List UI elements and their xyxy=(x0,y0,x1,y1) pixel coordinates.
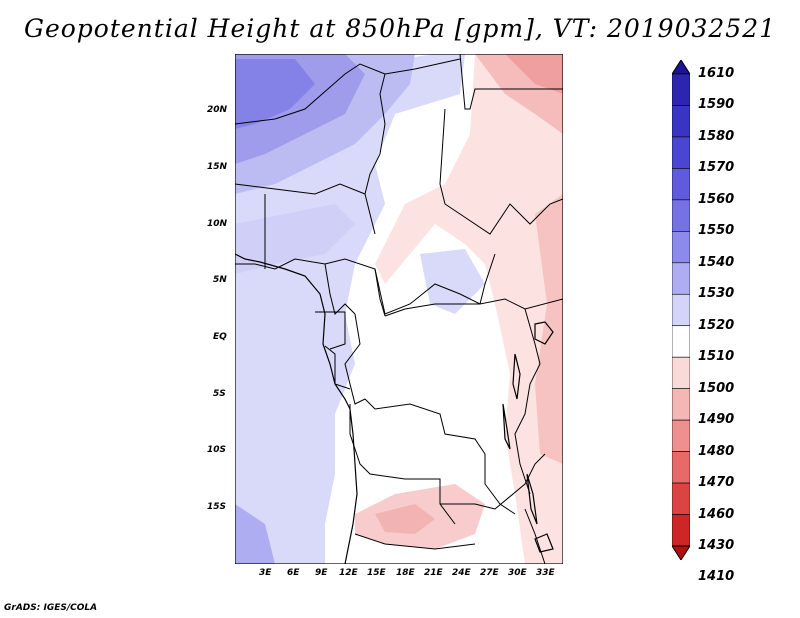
colorbar xyxy=(672,60,690,560)
colorbar-label: 1490 xyxy=(698,412,735,428)
field-1490-ne2 xyxy=(505,54,563,94)
lat-label-5n: 5N xyxy=(213,275,227,285)
lat-label-10n: 10N xyxy=(207,219,228,229)
colorbar-label: 1510 xyxy=(698,349,735,365)
colorbar-swatch xyxy=(672,325,690,358)
colorbar-label: 1470 xyxy=(698,475,735,491)
colorbar-swatch xyxy=(672,199,690,232)
colorbar-swatch xyxy=(672,105,690,138)
lon-label-3e: 3E xyxy=(259,568,272,578)
colorbar-swatch xyxy=(672,293,690,327)
colorbar-swatch xyxy=(672,168,690,201)
colorbar-swatch xyxy=(672,451,690,484)
lakes xyxy=(502,321,554,553)
lon-label-6e: 6E xyxy=(287,568,300,578)
field-1550-nw xyxy=(235,59,315,129)
colorbar-swatch xyxy=(672,73,690,106)
colorbar-swatch xyxy=(672,514,690,547)
lon-label-27e: 27E xyxy=(480,568,499,578)
colorbar-label: 1580 xyxy=(698,128,735,144)
chart-title: Geopotential Height at 850hPa [gpm], VT:… xyxy=(23,14,777,43)
colorbar-swatch xyxy=(672,482,690,515)
colorbar-swatch xyxy=(672,136,690,169)
colorbar-label: 1590 xyxy=(698,97,735,113)
field-1500-east xyxy=(375,54,563,564)
colorbar-swatch xyxy=(672,356,690,389)
colorbar-swatch xyxy=(672,388,690,421)
lon-label-9e: 9E xyxy=(315,568,328,578)
colorbar-label: 1530 xyxy=(698,286,735,302)
lon-label-12e: 12E xyxy=(339,568,358,578)
grads-credit: GrADS: IGES/COLA xyxy=(4,603,98,613)
colorbar-label: 1540 xyxy=(698,254,735,270)
lon-label-15e: 15E xyxy=(367,568,386,578)
lat-label-15n: 15N xyxy=(207,162,228,172)
field-1520-west xyxy=(235,54,465,564)
lat-label-15s: 15S xyxy=(207,502,227,512)
map-canvas xyxy=(235,54,563,564)
colorbar-label: 1570 xyxy=(698,160,735,176)
lon-label-30e: 30E xyxy=(508,568,527,578)
colorbar-label: 1500 xyxy=(698,380,735,396)
colorbar-label: 1430 xyxy=(698,538,735,553)
lat-label-20n: 20N xyxy=(207,105,228,115)
colorbar-label: 1520 xyxy=(698,317,735,333)
colorbar-swatch xyxy=(672,419,690,452)
lon-label-21e: 21E xyxy=(424,568,443,578)
colorbar-label: 1610 xyxy=(698,66,735,81)
colorbar-label: 1480 xyxy=(698,443,735,459)
coastline xyxy=(235,253,358,564)
colorbar-swatch xyxy=(672,262,690,295)
colorbar-label: 1550 xyxy=(698,223,735,239)
lat-label-5s: 5S xyxy=(213,389,226,399)
lat-label-eq: EQ xyxy=(213,332,227,342)
colorbar-label: 1460 xyxy=(698,506,735,522)
field-1530-sw xyxy=(235,504,275,564)
lon-label-18e: 18E xyxy=(396,568,415,578)
colorbar-label: 1560 xyxy=(698,191,735,207)
lon-label-33e: 33E xyxy=(536,568,555,578)
map-panel: 20N 15N 10N 5N EQ 5S 10S 15S 3E 6E 9E 12… xyxy=(207,54,563,578)
lat-label-10s: 10S xyxy=(207,445,227,455)
field-1520-center xyxy=(420,249,485,314)
colorbar-arrow-top xyxy=(672,60,690,75)
colorbar-arrow-bottom xyxy=(672,545,690,560)
colorbar-label: 1410 xyxy=(698,569,735,585)
country-borders xyxy=(235,54,563,564)
field-1490-south xyxy=(375,504,435,534)
lon-label-24e: 24E xyxy=(452,568,471,578)
colorbar-swatch xyxy=(672,231,690,264)
field-1490-e xyxy=(535,194,563,464)
